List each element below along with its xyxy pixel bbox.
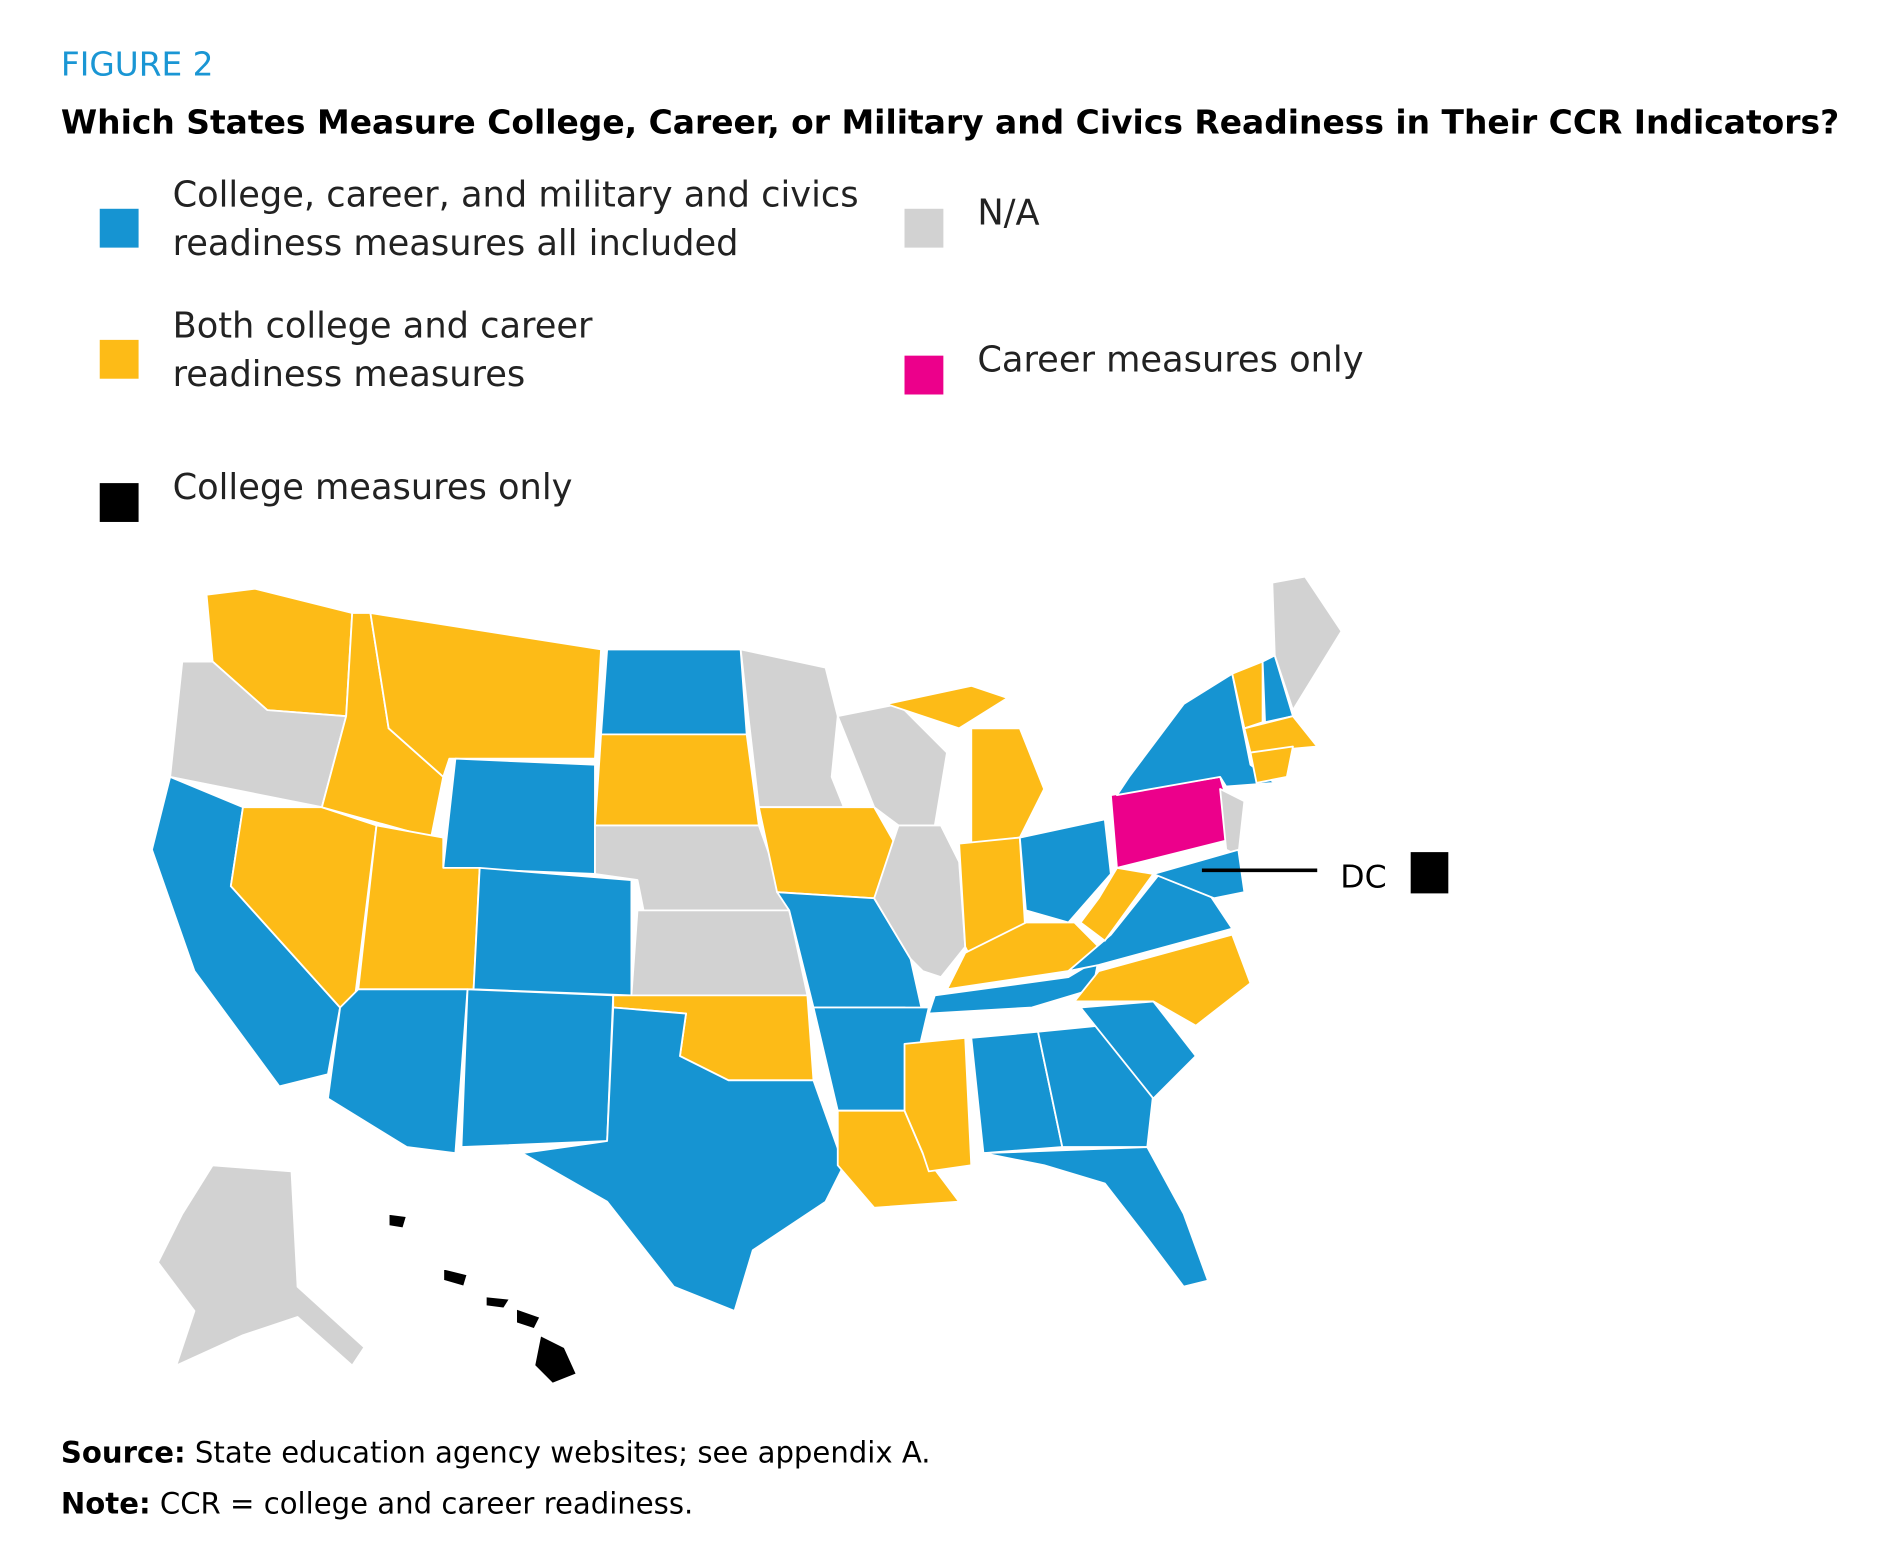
state xyxy=(1219,788,1246,857)
state xyxy=(521,1006,845,1312)
state xyxy=(739,648,845,809)
state xyxy=(1271,575,1343,712)
legend-label: readiness measures all included xyxy=(173,223,739,264)
state xyxy=(369,612,602,778)
map: DC xyxy=(151,575,1449,1385)
legend-label: readiness measures xyxy=(173,354,526,395)
state xyxy=(1116,672,1276,796)
state xyxy=(1152,848,1246,900)
state xyxy=(1073,933,1252,1027)
legend-label: N/A xyxy=(977,193,1039,234)
legend-swatch xyxy=(904,208,944,248)
state xyxy=(594,733,760,827)
legend-label: Career measures only xyxy=(977,339,1363,380)
legend-swatch xyxy=(99,208,139,248)
state xyxy=(387,1212,408,1230)
legend-label: Both college and career xyxy=(173,305,593,346)
state xyxy=(1037,1024,1155,1148)
state xyxy=(327,988,469,1155)
state xyxy=(982,1146,1209,1288)
legend-swatch xyxy=(904,355,944,395)
state xyxy=(970,727,1046,845)
legend-swatch xyxy=(99,339,139,379)
source: Source: State education agency websites;… xyxy=(61,1436,931,1470)
dc-label: DC xyxy=(1340,859,1386,895)
state xyxy=(1079,1000,1197,1100)
legend-label: College measures only xyxy=(173,467,573,508)
figure-label: FIGURE 2 xyxy=(61,45,214,83)
state xyxy=(157,1164,366,1367)
state xyxy=(1018,818,1112,924)
state xyxy=(1249,745,1294,784)
state xyxy=(630,909,809,997)
state xyxy=(533,1334,578,1385)
state xyxy=(484,1295,511,1310)
note: Note: CCR = college and career readiness… xyxy=(61,1487,693,1521)
legend-label: College, career, and military and civics xyxy=(173,174,859,215)
state xyxy=(1231,660,1264,730)
state xyxy=(442,757,596,875)
state xyxy=(600,648,748,736)
state xyxy=(885,684,1009,730)
legend: College, career, and military and civics… xyxy=(99,174,1364,522)
state xyxy=(1079,866,1155,942)
state xyxy=(873,824,967,979)
title: Which States Measure College, Career, or… xyxy=(61,104,1839,142)
state xyxy=(757,806,900,900)
state xyxy=(903,1036,973,1173)
legend-swatch xyxy=(99,483,139,522)
state xyxy=(515,1307,542,1331)
state xyxy=(472,866,633,997)
state xyxy=(1243,715,1319,754)
state xyxy=(460,988,615,1148)
dc-marker xyxy=(1410,852,1449,894)
state xyxy=(442,1267,469,1288)
